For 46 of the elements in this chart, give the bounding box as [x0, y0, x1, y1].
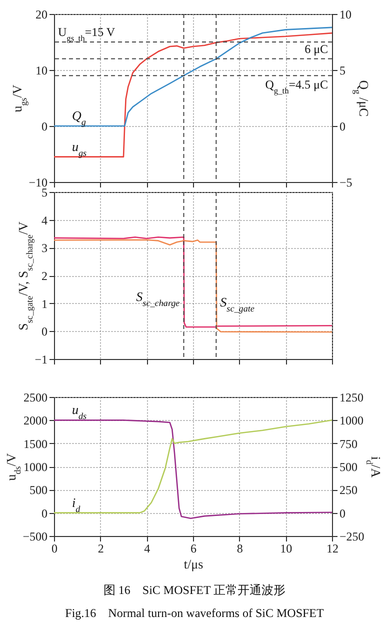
y-tick-label: −500	[22, 530, 48, 544]
y-tick-label: 10	[36, 64, 48, 78]
x-tick-label: 12	[326, 542, 338, 556]
x-tick-label: 2	[98, 542, 104, 556]
ref-line-label: Q$_{g_th}$=4.5 μC	[265, 78, 328, 96]
series-label: S$_{sc_charge}$	[136, 289, 180, 308]
y-tick-label: 3	[42, 241, 48, 256]
y-tick-label: 20	[36, 8, 48, 22]
x-tick-label: 0	[52, 542, 58, 556]
y2-tick-label: 500	[340, 460, 358, 474]
y2-tick-label: 5	[340, 64, 346, 78]
x-axis-title: t/μs	[184, 556, 204, 572]
x-tick-label: 6	[190, 542, 196, 556]
y-tick-label: 500	[30, 483, 48, 498]
y2-tick-label: 750	[340, 436, 358, 451]
y-tick-label: 1	[42, 296, 48, 311]
caption: Fig.16 Normal turn-on waveforms of SiC MOSFET	[64, 605, 325, 622]
y-tick-label: 2500	[24, 390, 48, 404]
x-tick-label: 8	[236, 542, 243, 556]
y-tick-label: 4	[42, 213, 48, 228]
y-tick-label: 2000	[24, 414, 48, 428]
series-label: i$_{d}$	[72, 494, 81, 514]
y2-tick-label: 1250	[340, 390, 364, 404]
ref-line-label: U$_{gs_th}$=15 V	[58, 25, 116, 42]
y-tick-label: 0	[42, 506, 48, 520]
y2-tick-label: 250	[340, 483, 358, 498]
series-label: Q$_{g}$	[72, 108, 86, 127]
series-label: S$_{sc_gate}$	[220, 294, 254, 314]
y2-tick-label: −5	[340, 176, 352, 190]
y2-tick-label: −250	[340, 530, 364, 544]
y2-tick-label: 0	[340, 506, 346, 520]
y-tick-label: 1500	[24, 436, 48, 451]
caption: 图 16 SiC MOSFET 正常开通波形	[102, 582, 287, 599]
series-label: u$_{ds}$	[72, 402, 88, 422]
x-tick-label: 4	[144, 542, 150, 556]
y-tick-label: 0	[42, 120, 48, 134]
y-tick-label: −1	[34, 352, 48, 366]
y-tick-label: 2	[42, 269, 48, 283]
series-label: u$_{gs}$	[72, 138, 88, 158]
y-tick-label: 0	[42, 324, 48, 339]
y2-tick-label: 0	[340, 120, 346, 134]
ref-line-label: 6 μC	[304, 42, 328, 56]
y-tick-label: 1000	[24, 460, 48, 474]
y2-tick-label: 1000	[340, 414, 364, 428]
x-tick-label: 10	[280, 542, 292, 556]
y2-tick-label: 10	[340, 8, 352, 22]
